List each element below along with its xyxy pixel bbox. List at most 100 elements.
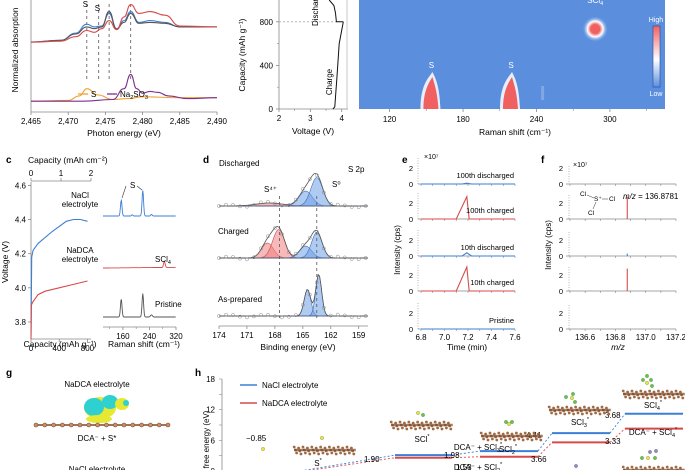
slab-atom [321, 451, 325, 455]
slab-scl4 [621, 389, 685, 400]
panel-b-voltage-profile: Capacity (mAh g⁻¹) Voltage (V) 2 3 4 0 400 80… [237, 0, 348, 136]
label-s0: S⁰ [332, 180, 341, 189]
slab-atom [308, 452, 312, 456]
slab-atom [532, 431, 536, 435]
state-label-dca-scl2: DCA⁻ + SCl2* [454, 462, 503, 470]
slab-atom [440, 427, 444, 431]
heatmap-xtick-label: 300 [603, 115, 617, 124]
mol-bond-3 [592, 201, 597, 210]
graphene-atom [68, 422, 74, 428]
panel-g-title-nacl: NaCl electrolyte [69, 465, 126, 470]
panel-c-ytick-label: 3.8 [15, 318, 27, 327]
slab-atom [648, 389, 651, 393]
panel-e-trace-label: 100th discharged [456, 171, 514, 180]
panel-c-xtick-label: 0 [29, 344, 34, 353]
panel-d-fit-component [219, 242, 368, 259]
panel-c-top-xtick-label: 2 [89, 169, 94, 178]
panel-label-g: g [6, 368, 12, 379]
slab-atom [292, 445, 296, 449]
chlorine-atom [571, 392, 575, 396]
panel-d-data-point [259, 246, 263, 251]
panel-d-data-point [300, 303, 305, 307]
panel-h-ytick-label: 6 [211, 436, 216, 445]
state-label-s: S* [314, 458, 322, 468]
slab-s [292, 445, 356, 456]
slab-atom [665, 389, 669, 393]
slab-atom [506, 431, 509, 435]
superscript: * [660, 400, 663, 406]
panel-c-ytick-label: 4.2 [15, 250, 27, 259]
panel-d-data-point [363, 204, 368, 208]
panel-d-data-point [273, 314, 277, 319]
panel-d-data-point [231, 255, 235, 259]
panel-c-raman-xtick-label: 320 [169, 332, 183, 341]
panel-d-data-point [280, 232, 284, 236]
panel-a-xtick-label: 2,490 [207, 117, 228, 126]
panel-label-c: c [6, 155, 12, 166]
panel-c-top-xtick-label: 1 [59, 169, 64, 178]
heatmap-s-peak [503, 77, 518, 109]
slab-atom [559, 411, 562, 415]
nadca-connector [451, 456, 481, 459]
panel-e-trace-label: 10th discharged [461, 243, 514, 252]
graphene-atom [51, 422, 56, 428]
state-label-dca-scl4: DCA⁻ + SCl4* [629, 427, 678, 439]
panel-e-trace-label: Pristine [489, 316, 514, 325]
heatmap-label-s: S [508, 61, 513, 70]
panel-d-data-point [252, 314, 256, 319]
panel-c-raman-trace [103, 190, 176, 217]
slab-atom [674, 465, 678, 469]
slab-atom [513, 438, 516, 442]
panel-c-ytick-label: 4.4 [15, 216, 27, 225]
panel-a-xlabel: Photon energy (eV) [87, 128, 161, 138]
slab-atom [497, 431, 501, 435]
slab-atom [508, 437, 512, 441]
panel-e: e Intensity (cps) ×10⁷ 0 2 100th discharged… [393, 154, 521, 352]
graphene-atom [104, 422, 109, 428]
slab-atom [633, 395, 636, 399]
slab-atom [486, 438, 490, 442]
slab-atom [319, 445, 322, 449]
slab-atom [600, 405, 604, 409]
heatmap-label-s: S [429, 61, 434, 70]
slab-atom [639, 389, 643, 393]
panel-c-xtick-label: 400 [53, 344, 67, 353]
panel-c-raman-trace [103, 260, 176, 269]
heatmap-xtick-label: 240 [530, 115, 544, 124]
chlorine-atom [510, 420, 514, 424]
nadca-connector [537, 442, 553, 458]
panel-d-data-point [328, 201, 333, 206]
panel-h-energy-value: 1.90 [364, 455, 380, 464]
slab-atom [301, 445, 305, 449]
slab-atom [336, 445, 340, 449]
slab-atom [407, 420, 411, 424]
graphene-atom [77, 422, 83, 428]
slab-atom [574, 405, 577, 409]
panel-d-data-point [356, 257, 361, 262]
superscript: * [427, 434, 430, 440]
sulfur-atom [416, 411, 420, 415]
panel-c-xtick-label: 800 [81, 344, 95, 353]
slab-atom [299, 452, 303, 456]
isosurface-cyan-2 [102, 395, 118, 409]
graphene-atom [156, 422, 162, 428]
panel-h-ytick-label: 12 [206, 406, 215, 415]
panel-d-data-point [300, 243, 305, 247]
panel-d-data-point [363, 256, 368, 260]
panel-d: d Discharged Charged As-prepared S 2p S⁴… [203, 155, 368, 352]
panel-d-data-point [224, 254, 228, 259]
heatmap-faint-feature [541, 86, 545, 100]
slab-scl2 [479, 431, 543, 442]
chlorine-atom [504, 420, 508, 424]
slab-atom [312, 451, 316, 455]
graphene-atom [95, 422, 100, 428]
panel-a-series-red [30, 3, 218, 43]
slab-atom [334, 452, 338, 456]
panel-h: h Relative free energy (eV) 0 6 12 18 −0.85 1… [195, 368, 685, 470]
superscript: * [500, 442, 503, 448]
panel-f-annotation: m/z = 136.8781 [623, 192, 679, 201]
panel-e-ylabel: Intensity (cps) [393, 225, 402, 275]
panel-a-peak-label: S [83, 0, 88, 9]
panel-d-xtick-label: 165 [296, 331, 310, 340]
panel-b-ytick-label: 0 [269, 105, 274, 114]
